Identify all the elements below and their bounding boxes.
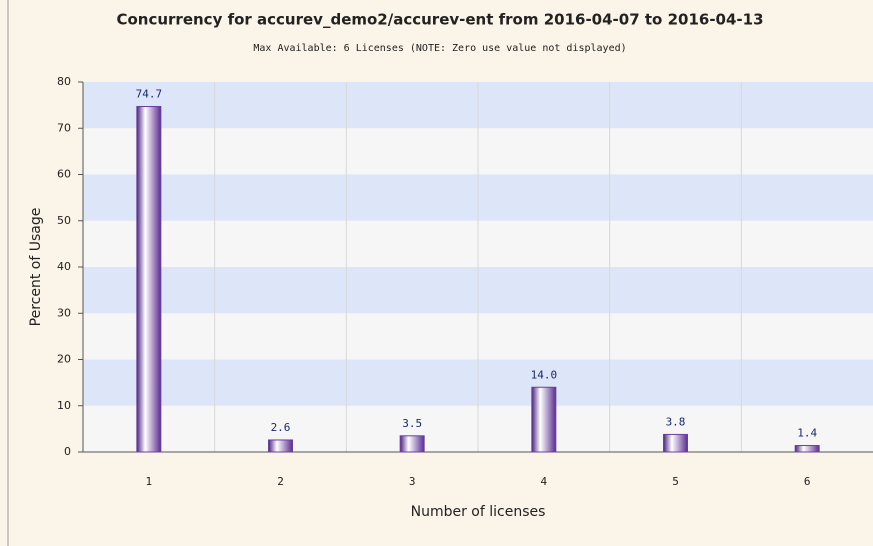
y-tick-label: 80 — [57, 75, 71, 88]
y-tick-label: 0 — [64, 445, 71, 458]
y-tick-label: 50 — [57, 214, 71, 227]
x-tick-label: 5 — [672, 475, 679, 488]
value-label: 2.6 — [271, 421, 291, 434]
y-tick-label: 60 — [57, 168, 71, 181]
value-label: 3.5 — [402, 417, 422, 430]
value-label: 3.8 — [666, 415, 686, 428]
value-label: 14.0 — [531, 368, 558, 381]
bar — [268, 439, 293, 453]
y-tick-label: 10 — [57, 399, 71, 412]
y-tick-label: 70 — [57, 121, 71, 134]
chart-title: Concurrency for accurev_demo2/accurev-en… — [116, 11, 763, 29]
value-label: 1.4 — [797, 427, 817, 440]
x-tick-label: 1 — [146, 475, 153, 488]
x-tick-label: 2 — [277, 475, 284, 488]
y-axis-label: Percent of Usage — [28, 208, 44, 327]
y-tick-label: 30 — [57, 306, 71, 319]
bar — [399, 435, 425, 453]
bar — [136, 106, 162, 453]
y-tick-label: 20 — [57, 353, 71, 366]
bar — [794, 445, 820, 453]
value-label: 74.7 — [136, 88, 163, 101]
x-tick-label: 3 — [409, 475, 416, 488]
chart-subtitle: Max Available: 6 Licenses (NOTE: Zero us… — [253, 43, 626, 54]
x-tick-label: 4 — [541, 475, 548, 488]
bar — [663, 433, 688, 453]
x-tick-label: 6 — [804, 475, 811, 488]
bar — [531, 386, 557, 453]
x-axis-label: Number of licenses — [411, 504, 546, 520]
y-tick-label: 40 — [57, 260, 71, 273]
